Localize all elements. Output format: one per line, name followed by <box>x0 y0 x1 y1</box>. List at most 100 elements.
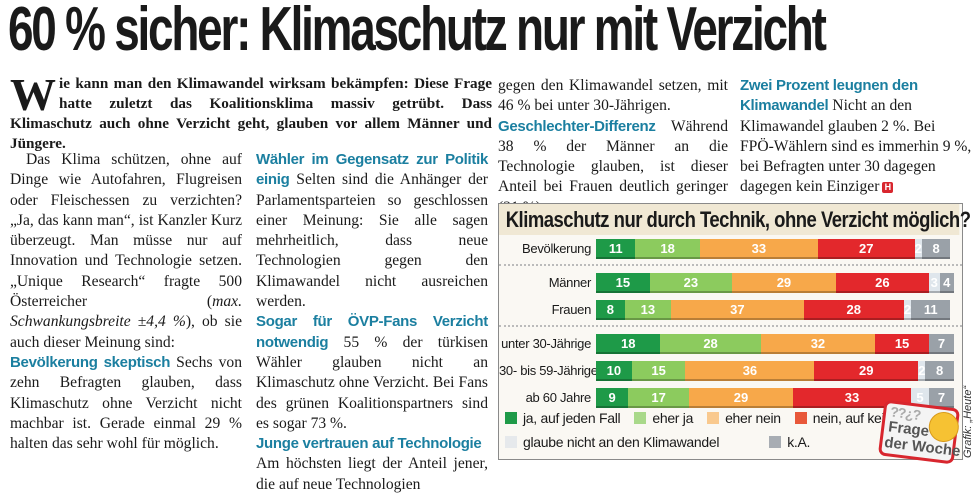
body-text: Sechs von zehn Befragten glauben, dass K… <box>10 353 242 453</box>
bar-segment: 29 <box>732 272 836 293</box>
bar-segment: 18 <box>596 333 661 354</box>
stacked-bar: 8 13 37 28 2 11 <box>596 299 954 320</box>
chart-row: Frauen 8 13 37 28 2 11 <box>499 296 962 323</box>
bar-segment: 29 <box>689 387 793 408</box>
stacked-bar: 15 23 29 26 3 4 <box>596 272 954 293</box>
bar-segment: 29 <box>814 360 919 381</box>
bar-segment: 36 <box>685 360 815 381</box>
bar-segment: 33 <box>699 238 818 259</box>
headline: 60 % sicher: Klimaschutz nur mit Verzich… <box>8 0 827 64</box>
bar-segment: 11 <box>596 238 636 259</box>
subheading: Bevölkerung skeptisch <box>10 353 171 371</box>
bar-segment: 13 <box>624 299 672 320</box>
row-label: unter 30-Jährige <box>501 336 591 351</box>
row-label: Bevölkerung <box>522 241 591 256</box>
bar-segment: 28 <box>660 333 761 354</box>
article-column-4: Zwei Prozent leugnen den Klimawandel Nic… <box>740 76 972 198</box>
bar-segment: 27 <box>817 238 915 259</box>
article-column-3: gegen den Klimawandel setzen, mit 46 % b… <box>498 76 728 218</box>
chart-row: unter 30-Jährige 18 28 32 15 7 <box>499 330 962 357</box>
bar-segment: 18 <box>635 238 700 259</box>
bar-segment: 7 <box>928 333 954 354</box>
stacked-bar: 11 18 33 27 2 8 <box>596 238 954 259</box>
graphic-credit: Grafik: „Heute“ <box>962 385 974 458</box>
body-text: ), ob sie auch dieser Meinung sind: <box>10 313 242 351</box>
stacked-bar: 18 28 32 15 7 <box>596 333 954 354</box>
bar-segment: 8 <box>925 360 954 381</box>
bar-segment: 2 <box>918 360 926 381</box>
row-label: Männer <box>548 275 592 290</box>
chart-row: ab 60 Jahre 9 17 29 33 5 7 <box>499 384 962 411</box>
bar-segment: 23 <box>649 272 733 293</box>
article-column-2: Wähler im Gegensatz zur Politik einig Se… <box>256 150 488 495</box>
article-column-1: Das Klima schützen, ohne auf Dinge wie A… <box>10 150 242 454</box>
bar-segment: 2 <box>914 238 922 259</box>
bar-segment: 26 <box>835 272 929 293</box>
subheading: Junge vertrauen auf Technologie <box>256 435 482 453</box>
bar-segment: 17 <box>628 387 690 408</box>
bar-segment: 8 <box>921 238 951 259</box>
body-italic: max. Schwankungsbreite ±4,4 % <box>10 293 242 331</box>
body-text: Selten sind die Anhänger der Parlamentsp… <box>256 171 488 311</box>
row-label: ab 60 Jahre <box>525 390 592 405</box>
chart-row: Männer 15 23 29 26 3 4 <box>499 269 962 296</box>
frage-der-woche-badge: ??¿? Frage der Woche <box>877 399 961 465</box>
bar-segment: 28 <box>803 299 904 320</box>
bar-segment: 15 <box>596 272 650 293</box>
bar-segment: 7 <box>928 387 954 408</box>
legend-label: eher ja <box>652 410 694 426</box>
stacked-bar: 10 15 36 29 2 8 <box>596 360 954 381</box>
legend-label: glaube nicht an den Klimawandel <box>523 434 720 450</box>
legend-item: glaube nicht an den Klimawandel <box>505 434 719 450</box>
legend-item: ja, auf jeden Fall <box>505 410 621 426</box>
bar-segment: 15 <box>631 360 686 381</box>
legend-item: eher ja <box>634 410 693 426</box>
legend-row: ja, auf jeden Fall eher ja eher nein nein, … <box>505 406 932 430</box>
legend-swatch-icon <box>769 436 782 448</box>
legend-swatch-icon <box>505 436 517 448</box>
legend-swatch-icon <box>505 412 517 424</box>
body-text: Am höchsten liegt der Anteil jener, die … <box>256 455 488 493</box>
bar-segment: 9 <box>596 387 629 408</box>
row-separator <box>499 264 962 266</box>
row-separator <box>499 325 962 327</box>
chart-box: Klimaschutz nur durch Technik, ohne Verz… <box>498 203 971 460</box>
legend-swatch-icon <box>794 412 807 424</box>
bar-segment: 11 <box>911 299 951 320</box>
body-text: Nicht an den Klimawandel glauben 2 %. Be… <box>740 97 972 196</box>
bar-segment: 2 <box>903 299 911 320</box>
legend-row: glaube nicht an den Klimawandel k.A. <box>505 430 875 454</box>
subheading: Wähler im Gegensatz zur Politik einig <box>256 151 488 189</box>
legend-label: k.A. <box>787 434 811 450</box>
row-label: 30- bis 59-Jährige <box>499 363 598 378</box>
legend-label: ja, auf jeden Fall <box>523 410 621 426</box>
heute-logo-icon: H <box>882 182 894 194</box>
legend-item: eher nein <box>707 410 781 426</box>
bar-segment: 8 <box>596 299 625 320</box>
bar-segment: 37 <box>671 299 804 320</box>
body-text: gegen den Klimawandel setzen, mit 46 % b… <box>498 77 728 115</box>
stacked-bar: 9 17 29 33 5 7 <box>596 387 954 408</box>
dropcap: W <box>10 69 56 120</box>
chart-title: Klimaschutz nur durch Technik, ohne Verz… <box>499 204 971 235</box>
legend-item: k.A. <box>769 434 810 450</box>
chart-row: 30- bis 59-Jährige 10 15 36 29 2 8 <box>499 357 962 384</box>
legend-label: eher nein <box>725 410 781 426</box>
legend-swatch-icon <box>634 412 647 424</box>
bar-segment: 15 <box>875 333 929 354</box>
subheading: Sogar für ÖVP-Fans Verzicht notwendig <box>256 313 488 351</box>
bar-segment: 3 <box>928 272 940 293</box>
row-label: Frauen <box>551 302 592 317</box>
bar-segment: 10 <box>596 360 632 381</box>
bar-segment: 33 <box>792 387 912 408</box>
subheading: Geschlechter-Differenz <box>498 117 656 135</box>
bar-segment: 32 <box>760 333 876 354</box>
chart-row: Bevölkerung 11 18 33 27 2 8 <box>499 235 962 262</box>
body-text: Das Klima schützen, ohne auf Dinge wie A… <box>10 151 242 311</box>
chart-rows: Bevölkerung 11 18 33 27 2 8 Männer 15 23 29 26 3 4 Fra… <box>499 235 962 411</box>
legend-swatch-icon <box>707 412 720 424</box>
lead-text: ie kann man den Klimawandel wirksam bekä… <box>10 75 492 152</box>
subheading: Zwei Prozent leugnen den Klimawandel <box>740 77 918 115</box>
chart-legend: ja, auf jeden Fall eher ja eher nein nein, … <box>505 406 932 454</box>
